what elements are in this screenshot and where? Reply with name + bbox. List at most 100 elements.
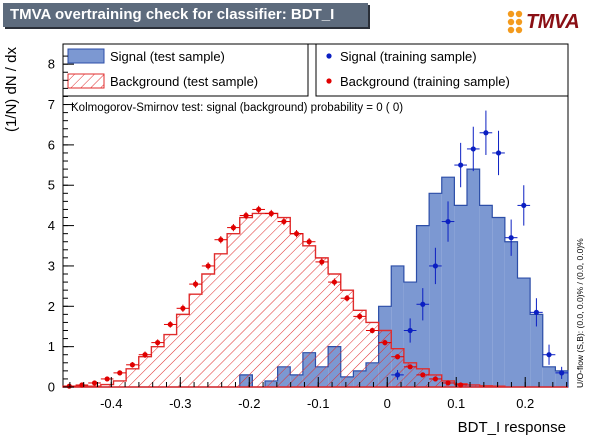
signal-training-point xyxy=(445,218,451,225)
legend-train-box xyxy=(315,43,569,97)
signal-test-bar xyxy=(454,205,467,387)
background-training-point xyxy=(142,352,148,358)
background-test-bar xyxy=(265,213,278,387)
background-training-point xyxy=(369,327,375,334)
signal-training-point xyxy=(432,263,439,269)
y-axis-label: (1/N) dN / dx xyxy=(3,47,20,133)
background-test-bar xyxy=(315,257,329,387)
background-training-point xyxy=(357,313,363,319)
signal-test-bar xyxy=(441,177,455,387)
signal-training-point xyxy=(508,235,514,241)
signal-test-bar xyxy=(492,217,505,387)
x-tick-label: -0.3 xyxy=(169,396,191,411)
signal-training-point xyxy=(533,309,540,315)
y-tick-label: 6 xyxy=(48,137,55,152)
background-test-bar xyxy=(239,217,253,387)
background-training-point xyxy=(104,376,110,382)
background-test-bar xyxy=(100,384,114,387)
background-training-point xyxy=(243,212,249,219)
background-training-point xyxy=(319,259,325,265)
x-axis-label: BDT_I response xyxy=(458,419,566,436)
tmva-logo-text: TMVA xyxy=(526,11,580,33)
ks-test-annotation: Kolmogorov-Smirnov test: signal (backgro… xyxy=(71,102,403,114)
y-tick-label: 8 xyxy=(48,57,55,72)
legend-background-test-label: Background (test sample) xyxy=(110,74,258,89)
legend-signal-train-label: Signal (training sample) xyxy=(340,49,477,64)
background-test-bar xyxy=(302,245,316,387)
x-axis-ticks: -0.4 -0.3 -0.2 -0.1 0 0.1 0.2 xyxy=(69,377,568,411)
background-test-bar xyxy=(378,330,392,387)
background-training-point xyxy=(331,279,338,285)
y-tick-label: 1 xyxy=(48,339,55,354)
background-training-point xyxy=(382,340,388,346)
y-axis-ticks: 0 1 2 3 4 5 6 7 8 xyxy=(48,55,74,395)
y-tick-label: 2 xyxy=(48,299,55,314)
signal-training-points xyxy=(391,110,568,380)
signal-training-point xyxy=(420,301,426,307)
background-training-point xyxy=(306,239,312,245)
x-tick-label: 0 xyxy=(384,396,391,411)
signal-test-bar xyxy=(530,314,543,387)
y-tick-label: 3 xyxy=(48,258,55,273)
signal-training-point xyxy=(470,146,476,152)
background-test-bar xyxy=(189,294,202,387)
signal-test-bar xyxy=(479,205,493,387)
background-test-bar xyxy=(353,310,366,387)
background-training-point xyxy=(218,237,224,243)
signal-training-point xyxy=(407,327,413,334)
background-test-bar xyxy=(366,322,379,387)
background-test-histogram xyxy=(62,212,568,388)
background-training-point xyxy=(344,295,350,301)
background-test-bar xyxy=(113,380,127,387)
signal-training-point xyxy=(559,370,565,376)
background-test-bar xyxy=(391,348,404,387)
background-training-point xyxy=(394,354,401,360)
background-training-point xyxy=(293,231,300,237)
background-training-point xyxy=(155,340,161,346)
y-tick-label: 5 xyxy=(48,178,55,193)
background-test-bar xyxy=(277,217,291,387)
y-tick-label: 0 xyxy=(48,380,55,395)
background-test-bar xyxy=(290,233,303,387)
background-training-point xyxy=(256,206,262,213)
tmva-logo-dots xyxy=(507,10,523,34)
signal-test-bar xyxy=(429,193,442,387)
signal-training-point xyxy=(483,130,489,136)
chart-title: TMVA overtraining check for classifier: … xyxy=(10,6,335,23)
background-training-point xyxy=(167,321,173,328)
legend-signal-test-swatch xyxy=(67,48,105,64)
background-test-bar xyxy=(252,213,265,387)
legend-background-test-swatch xyxy=(67,73,105,89)
background-training-point xyxy=(192,281,199,287)
y-tick-label: 7 xyxy=(48,97,55,112)
background-training-point xyxy=(117,370,123,376)
background-test-bar xyxy=(151,346,164,387)
background-training-point xyxy=(432,376,439,382)
signal-training-point xyxy=(495,150,502,156)
background-training-point xyxy=(420,372,426,378)
title-bar: TMVA overtraining check for classifier: … xyxy=(3,3,368,27)
background-test-bar xyxy=(467,384,480,387)
background-test-bar xyxy=(176,314,190,387)
background-test-bar xyxy=(138,356,152,387)
background-test-bar xyxy=(227,233,240,387)
tmva-logo xyxy=(507,10,523,34)
legend-background-train-label: Background (training sample) xyxy=(340,74,510,89)
signal-test-bar xyxy=(517,278,531,387)
background-training-point xyxy=(281,218,287,225)
background-test-bar xyxy=(214,253,228,387)
background-training-point xyxy=(129,362,136,368)
signal-test-bar xyxy=(542,366,556,387)
signal-training-point xyxy=(394,372,401,378)
x-tick-label: -0.4 xyxy=(100,396,122,411)
y-tick-label: 4 xyxy=(48,218,55,233)
legend-signal-test-label: Signal (test sample) xyxy=(110,49,225,64)
legend-background-train-marker xyxy=(326,78,332,84)
background-test-bar xyxy=(164,334,177,387)
background-training-point xyxy=(205,263,211,269)
background-training-point xyxy=(230,225,237,231)
background-training-point xyxy=(445,380,451,386)
legend-signal-train-marker xyxy=(326,53,332,59)
background-test-outline xyxy=(62,212,568,388)
